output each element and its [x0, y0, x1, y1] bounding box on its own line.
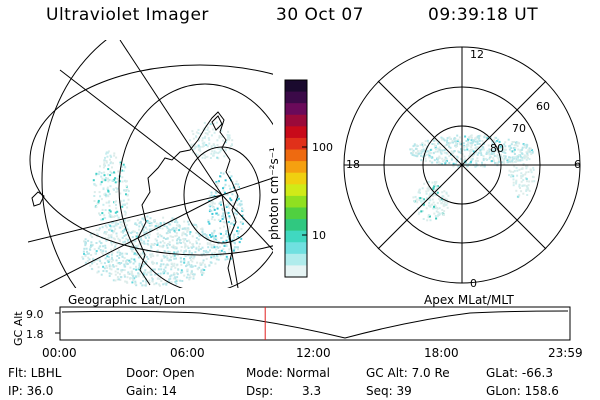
- mlt-label-18: 18: [346, 158, 360, 171]
- mlt-label-12: 12: [470, 48, 484, 61]
- colorbar-segment: [285, 161, 307, 174]
- aurora-emission: [81, 121, 245, 287]
- colorbar-unit-label: photon cm⁻²s⁻¹: [267, 147, 281, 240]
- aurora-emission-apex: [409, 134, 536, 222]
- colorbar-segment: [285, 195, 307, 209]
- info-mode: Mode: Normal: [246, 366, 330, 380]
- altitude-ytick-low: 1.8: [26, 328, 44, 341]
- colorbar-segment: [285, 91, 307, 104]
- colorbar-segment: [285, 242, 307, 255]
- colorbar-segment: [285, 126, 307, 139]
- colorbar-segment: [285, 137, 307, 151]
- colorbar-segment: [285, 172, 307, 185]
- apex-grid: [343, 46, 581, 284]
- xtick-0000: 00:00: [42, 346, 77, 360]
- date-label: 30 Oct 07: [276, 5, 364, 25]
- colorbar-segment: [285, 184, 307, 197]
- xtick-0600: 06:00: [170, 346, 205, 360]
- colorbar-segment: [285, 80, 307, 93]
- altitude-ytick-high: 9.0: [26, 308, 44, 321]
- colorbar-segment: [285, 219, 307, 232]
- colorbar-tick-10: 10: [312, 229, 326, 242]
- time-label: 09:39:18 UT: [428, 5, 539, 25]
- colorbar-segment: [285, 230, 307, 243]
- info-door: Door: Open: [126, 366, 195, 380]
- colorbar-segment: [285, 207, 307, 220]
- info-glon: GLon: 158.6: [486, 384, 559, 398]
- info-gc-alt: GC Alt: 7.0 Re: [366, 366, 450, 380]
- info-gain: Gain: 14: [126, 384, 177, 398]
- mlat-label-80: 80: [490, 142, 504, 155]
- info-dsp-label: Dsp:: [246, 384, 274, 398]
- mlt-label-6: 6: [574, 158, 581, 171]
- mlat-label-70: 70: [512, 122, 526, 135]
- app-title: Ultraviolet Imager: [46, 5, 209, 25]
- info-glat: GLat: -66.3: [486, 366, 553, 380]
- altitude-ylabel: GC Alt: [12, 311, 25, 346]
- apex-panel-label: Apex MLat/MLT: [424, 293, 514, 307]
- xtick-2359: 23:59: [548, 346, 583, 360]
- xtick-1200: 12:00: [296, 346, 331, 360]
- altitude-curve: [61, 310, 569, 339]
- info-seq: Seq: 39: [366, 384, 412, 398]
- geo-panel-label: Geographic Lat/Lon: [68, 293, 186, 307]
- colorbar-segment: [285, 265, 307, 278]
- colorbar-segment: [285, 103, 307, 116]
- xtick-1800: 18:00: [424, 346, 459, 360]
- colorbar-segment: [285, 253, 307, 267]
- colorbar-tick-100: 100: [312, 141, 333, 154]
- mlt-label-0: 0: [470, 277, 477, 290]
- coastline: [137, 111, 239, 286]
- colorbar-segment: [285, 149, 307, 162]
- info-flt: Flt: LBHL: [8, 366, 62, 380]
- colorbar-segment: [285, 114, 307, 127]
- info-dsp-value: 3.3: [302, 384, 322, 398]
- mlat-label-60: 60: [536, 100, 550, 113]
- info-ip: IP: 36.0: [8, 384, 54, 398]
